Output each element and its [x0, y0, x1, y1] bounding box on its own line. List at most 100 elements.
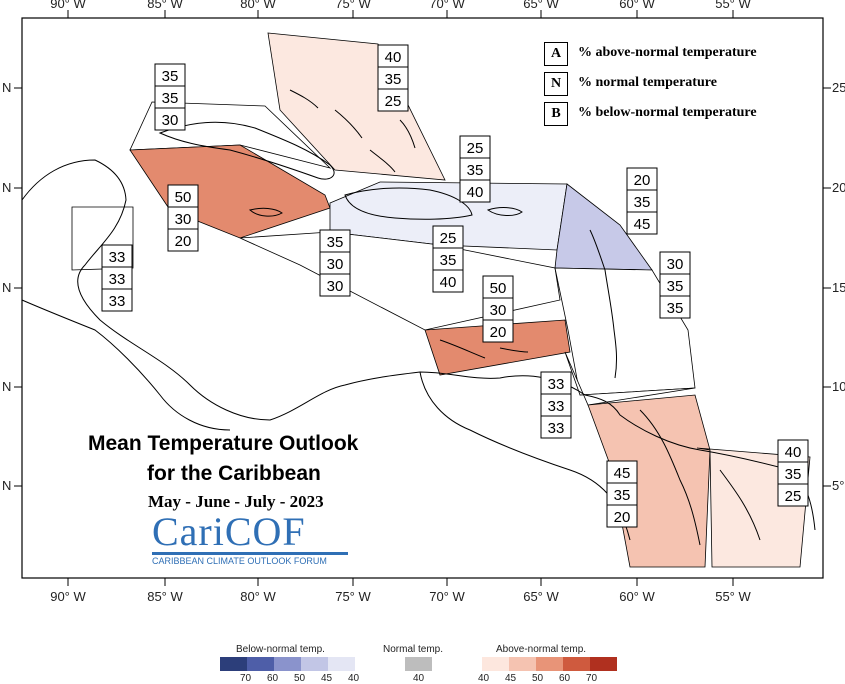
lat-label-left-5: N	[2, 478, 11, 493]
prob-labels-trinidad: 33 33 33	[540, 371, 572, 439]
region-bahamas	[267, 32, 446, 181]
key-code-normal: N	[544, 72, 568, 96]
region-trinidad	[564, 351, 696, 406]
lat-label-right-15: 15	[832, 280, 845, 295]
lon-label-75w-bottom: 75° W	[335, 589, 371, 604]
prob-above: 50	[175, 189, 192, 206]
prob-normal: 35	[440, 252, 457, 269]
prob-labels-northwest: 35 35 30	[154, 63, 186, 131]
lon-label-90w-bottom: 90° W	[50, 589, 86, 604]
lon-label-65w-bottom: 65° W	[523, 589, 559, 604]
prob-normal: 35	[385, 71, 402, 88]
prob-normal: 30	[327, 256, 344, 273]
prob-above: 33	[109, 249, 126, 266]
lon-label-60w-top: 60° W	[619, 0, 655, 11]
lon-label-80w-bottom: 80° W	[240, 589, 276, 604]
colorbar-above-tick-45: 45	[505, 673, 517, 684]
prob-normal: 35	[667, 278, 684, 295]
prob-below: 20	[490, 324, 507, 341]
prob-labels-guyana: 45 35 20	[606, 460, 638, 528]
lon-label-85w-bottom: 85° W	[147, 589, 183, 604]
prob-labels-greater-antilles-north: 25 35 40	[459, 135, 491, 203]
prob-labels-windward: 30 35 35	[659, 251, 691, 319]
axis-ticks	[14, 10, 831, 586]
colorbar-swatch-below-4	[328, 657, 355, 671]
map-title-line2: for the Caribbean	[147, 462, 321, 485]
prob-above: 40	[785, 444, 802, 461]
prob-below: 33	[109, 293, 126, 310]
colorbar-below-tick-60: 60	[267, 673, 279, 684]
prob-above: 35	[162, 68, 179, 85]
colorbar-swatch-below-2	[274, 657, 301, 671]
map-title: Mean Temperature Outlook	[88, 432, 359, 455]
lon-label-90w-top: 90° W	[50, 0, 86, 11]
colorbar-swatch-below-1	[247, 657, 274, 671]
prob-above: 30	[667, 256, 684, 273]
prob-labels-bahamas: 40 35 25	[377, 44, 409, 112]
prob-above: 50	[490, 280, 507, 297]
prob-below: 30	[162, 112, 179, 129]
lon-label-65w-top: 65° W	[523, 0, 559, 11]
prob-above: 40	[385, 49, 402, 66]
lon-label-70w-bottom: 70° W	[429, 589, 465, 604]
colorbar-above-tick-40: 40	[478, 673, 490, 684]
colorbar-above-caption: Above-normal temp.	[496, 644, 587, 655]
prob-above: 35	[327, 234, 344, 251]
prob-above: 45	[614, 465, 631, 482]
prob-above: 25	[467, 140, 484, 157]
region-abc	[424, 319, 571, 376]
lat-label-left-10: N	[2, 379, 11, 394]
lon-label-80w-top: 80° W	[240, 0, 276, 11]
prob-labels-cuba-cayman: 50 30 20	[167, 184, 199, 252]
prob-labels-belize: 33 33 33	[101, 244, 133, 312]
colorbar-swatch-above-4	[590, 657, 617, 671]
lon-label-70w-top: 70° W	[429, 0, 465, 11]
prob-normal: 30	[175, 211, 192, 228]
lat-label-right-5: 5°	[832, 478, 844, 493]
prob-above: 20	[634, 172, 651, 189]
colorbar-normal-caption: Normal temp.	[383, 644, 444, 655]
colorbar-below-tick-45: 45	[321, 673, 333, 684]
lon-label-75w-top: 75° W	[335, 0, 371, 11]
prob-above: 33	[548, 376, 565, 393]
lat-label-left-20: N	[2, 180, 11, 195]
colorbar-swatch-above-1	[509, 657, 536, 671]
colorbar-above-tick-70: 70	[586, 673, 598, 684]
prob-labels-greater-antilles-south: 25 35 40	[432, 225, 464, 293]
colorbar-normal-tick-40: 40	[413, 673, 425, 684]
lat-label-left-15: N	[2, 280, 11, 295]
logo-tagline: CARIBBEAN CLIMATE OUTLOOK FORUM	[152, 556, 327, 566]
key-code-below: B	[544, 102, 568, 126]
prob-below: 40	[467, 184, 484, 201]
longitude-labels-top: 90° W 85° W 80° W 75° W 70° W 65° W 60° …	[50, 0, 751, 11]
prob-normal: 35	[162, 90, 179, 107]
latitude-labels: N N N N N 25 20 15 10 5°	[2, 80, 845, 493]
lat-label-right-25: 25	[832, 80, 845, 95]
caricof-logo: CariCOF	[152, 509, 306, 554]
colorbar-below-caption: Below-normal temp.	[236, 644, 325, 655]
prob-normal: 35	[467, 162, 484, 179]
prob-normal: 35	[614, 487, 631, 504]
prob-below: 30	[327, 278, 344, 295]
colorbar-above-tick-50: 50	[532, 673, 544, 684]
colorbar-swatch-below-3	[301, 657, 328, 671]
logo-underline	[152, 552, 348, 555]
prob-below: 40	[440, 274, 457, 291]
prob-below: 45	[634, 216, 651, 233]
prob-below: 20	[175, 233, 192, 250]
key-text-normal: % normal temperature	[578, 75, 717, 90]
lon-label-55w-bottom: 55° W	[715, 589, 751, 604]
colorbar-swatch-normal-0	[405, 657, 432, 671]
key-text-below: % below-normal temperature	[578, 105, 757, 120]
colorbar-below-tick-50: 50	[294, 673, 306, 684]
lon-label-85w-top: 85° W	[147, 0, 183, 11]
lon-label-60w-bottom: 60° W	[619, 589, 655, 604]
prob-normal: 33	[548, 398, 565, 415]
longitude-labels-bottom: 90° W 85° W 80° W 75° W 70° W 65° W 60° …	[50, 589, 751, 604]
key-text-above: % above-normal temperature	[578, 45, 757, 60]
prob-labels-abc: 50 30 20	[482, 275, 514, 343]
colorbar-below-tick-40: 40	[348, 673, 360, 684]
colorbar-swatch-below-0	[220, 657, 247, 671]
prob-normal: 35	[634, 194, 651, 211]
